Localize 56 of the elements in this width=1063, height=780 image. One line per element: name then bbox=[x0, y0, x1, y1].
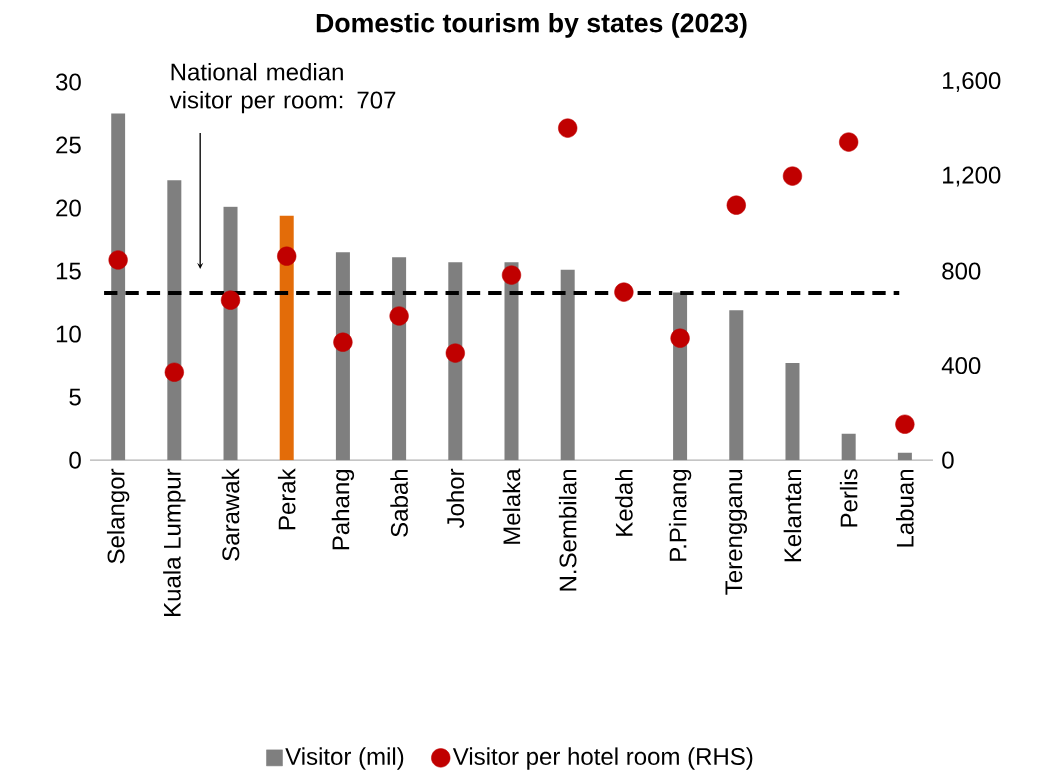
point bbox=[108, 250, 128, 270]
point bbox=[277, 246, 297, 266]
bar bbox=[223, 206, 238, 461]
y-tick-label: 25 bbox=[56, 136, 81, 154]
y2-tick-label: 800 bbox=[942, 262, 981, 280]
bar bbox=[167, 180, 182, 461]
x-tick-label: Perlis bbox=[839, 469, 858, 527]
y2-tick-label: 400 bbox=[941, 356, 981, 374]
x-tick-label: Kuala Lumpur bbox=[163, 468, 186, 616]
point bbox=[614, 282, 634, 302]
y-tick-label: 15 bbox=[56, 262, 81, 280]
point bbox=[333, 332, 353, 352]
bar bbox=[841, 433, 856, 461]
x-tick-label: Sabah bbox=[390, 469, 408, 537]
y2-tick-label: 0 bbox=[942, 451, 954, 469]
x-tick-label: P.Pinang bbox=[668, 469, 692, 561]
bar bbox=[335, 252, 350, 461]
y-tick-label: 20 bbox=[56, 199, 81, 217]
point bbox=[445, 343, 465, 363]
x-tick-label: Labuan bbox=[896, 469, 914, 547]
point bbox=[895, 414, 915, 434]
x-tick-label: Selangor bbox=[106, 468, 130, 564]
bar bbox=[897, 452, 912, 461]
x-tick-label: Melaka bbox=[502, 468, 521, 544]
x-tick-label: N.Sembilan bbox=[558, 469, 577, 591]
legend-label: Visitor (mil) bbox=[285, 747, 404, 770]
legend-label: Visitor per hotel room (RHS) bbox=[452, 747, 753, 770]
annotation: National median visitor per room: 707 bbox=[169, 62, 396, 114]
x-tick-label: Terengganu bbox=[725, 469, 748, 595]
y-tick-label: 5 bbox=[69, 388, 81, 406]
y-tick-label: 10 bbox=[56, 325, 81, 343]
bar bbox=[279, 215, 294, 461]
point bbox=[389, 306, 409, 326]
point bbox=[558, 118, 578, 138]
x-tick-label: Perak bbox=[277, 468, 296, 530]
point bbox=[501, 265, 522, 285]
bar bbox=[560, 269, 575, 461]
x-tick-label: Sarawak bbox=[221, 468, 240, 561]
y-tick-label: 30 bbox=[55, 73, 81, 91]
bar bbox=[785, 362, 800, 461]
point bbox=[164, 362, 184, 382]
point bbox=[839, 132, 859, 152]
bar bbox=[392, 257, 407, 461]
chart-title: Domestic tourism by states (2023) bbox=[316, 12, 747, 38]
point bbox=[726, 195, 746, 215]
x-tick-label: Kedah bbox=[615, 469, 633, 536]
point bbox=[670, 328, 690, 348]
bar bbox=[729, 310, 744, 461]
y2-tick-label: 1,600 bbox=[943, 71, 1001, 92]
x-tick-label: Pahang bbox=[331, 469, 355, 550]
y-tick-label: 0 bbox=[69, 451, 81, 469]
x-tick-label: Johor bbox=[446, 468, 465, 528]
point bbox=[782, 166, 803, 186]
y2-tick-label: 1,200 bbox=[943, 166, 1001, 187]
x-tick-label: Kelantan bbox=[783, 469, 802, 562]
point bbox=[220, 290, 241, 310]
